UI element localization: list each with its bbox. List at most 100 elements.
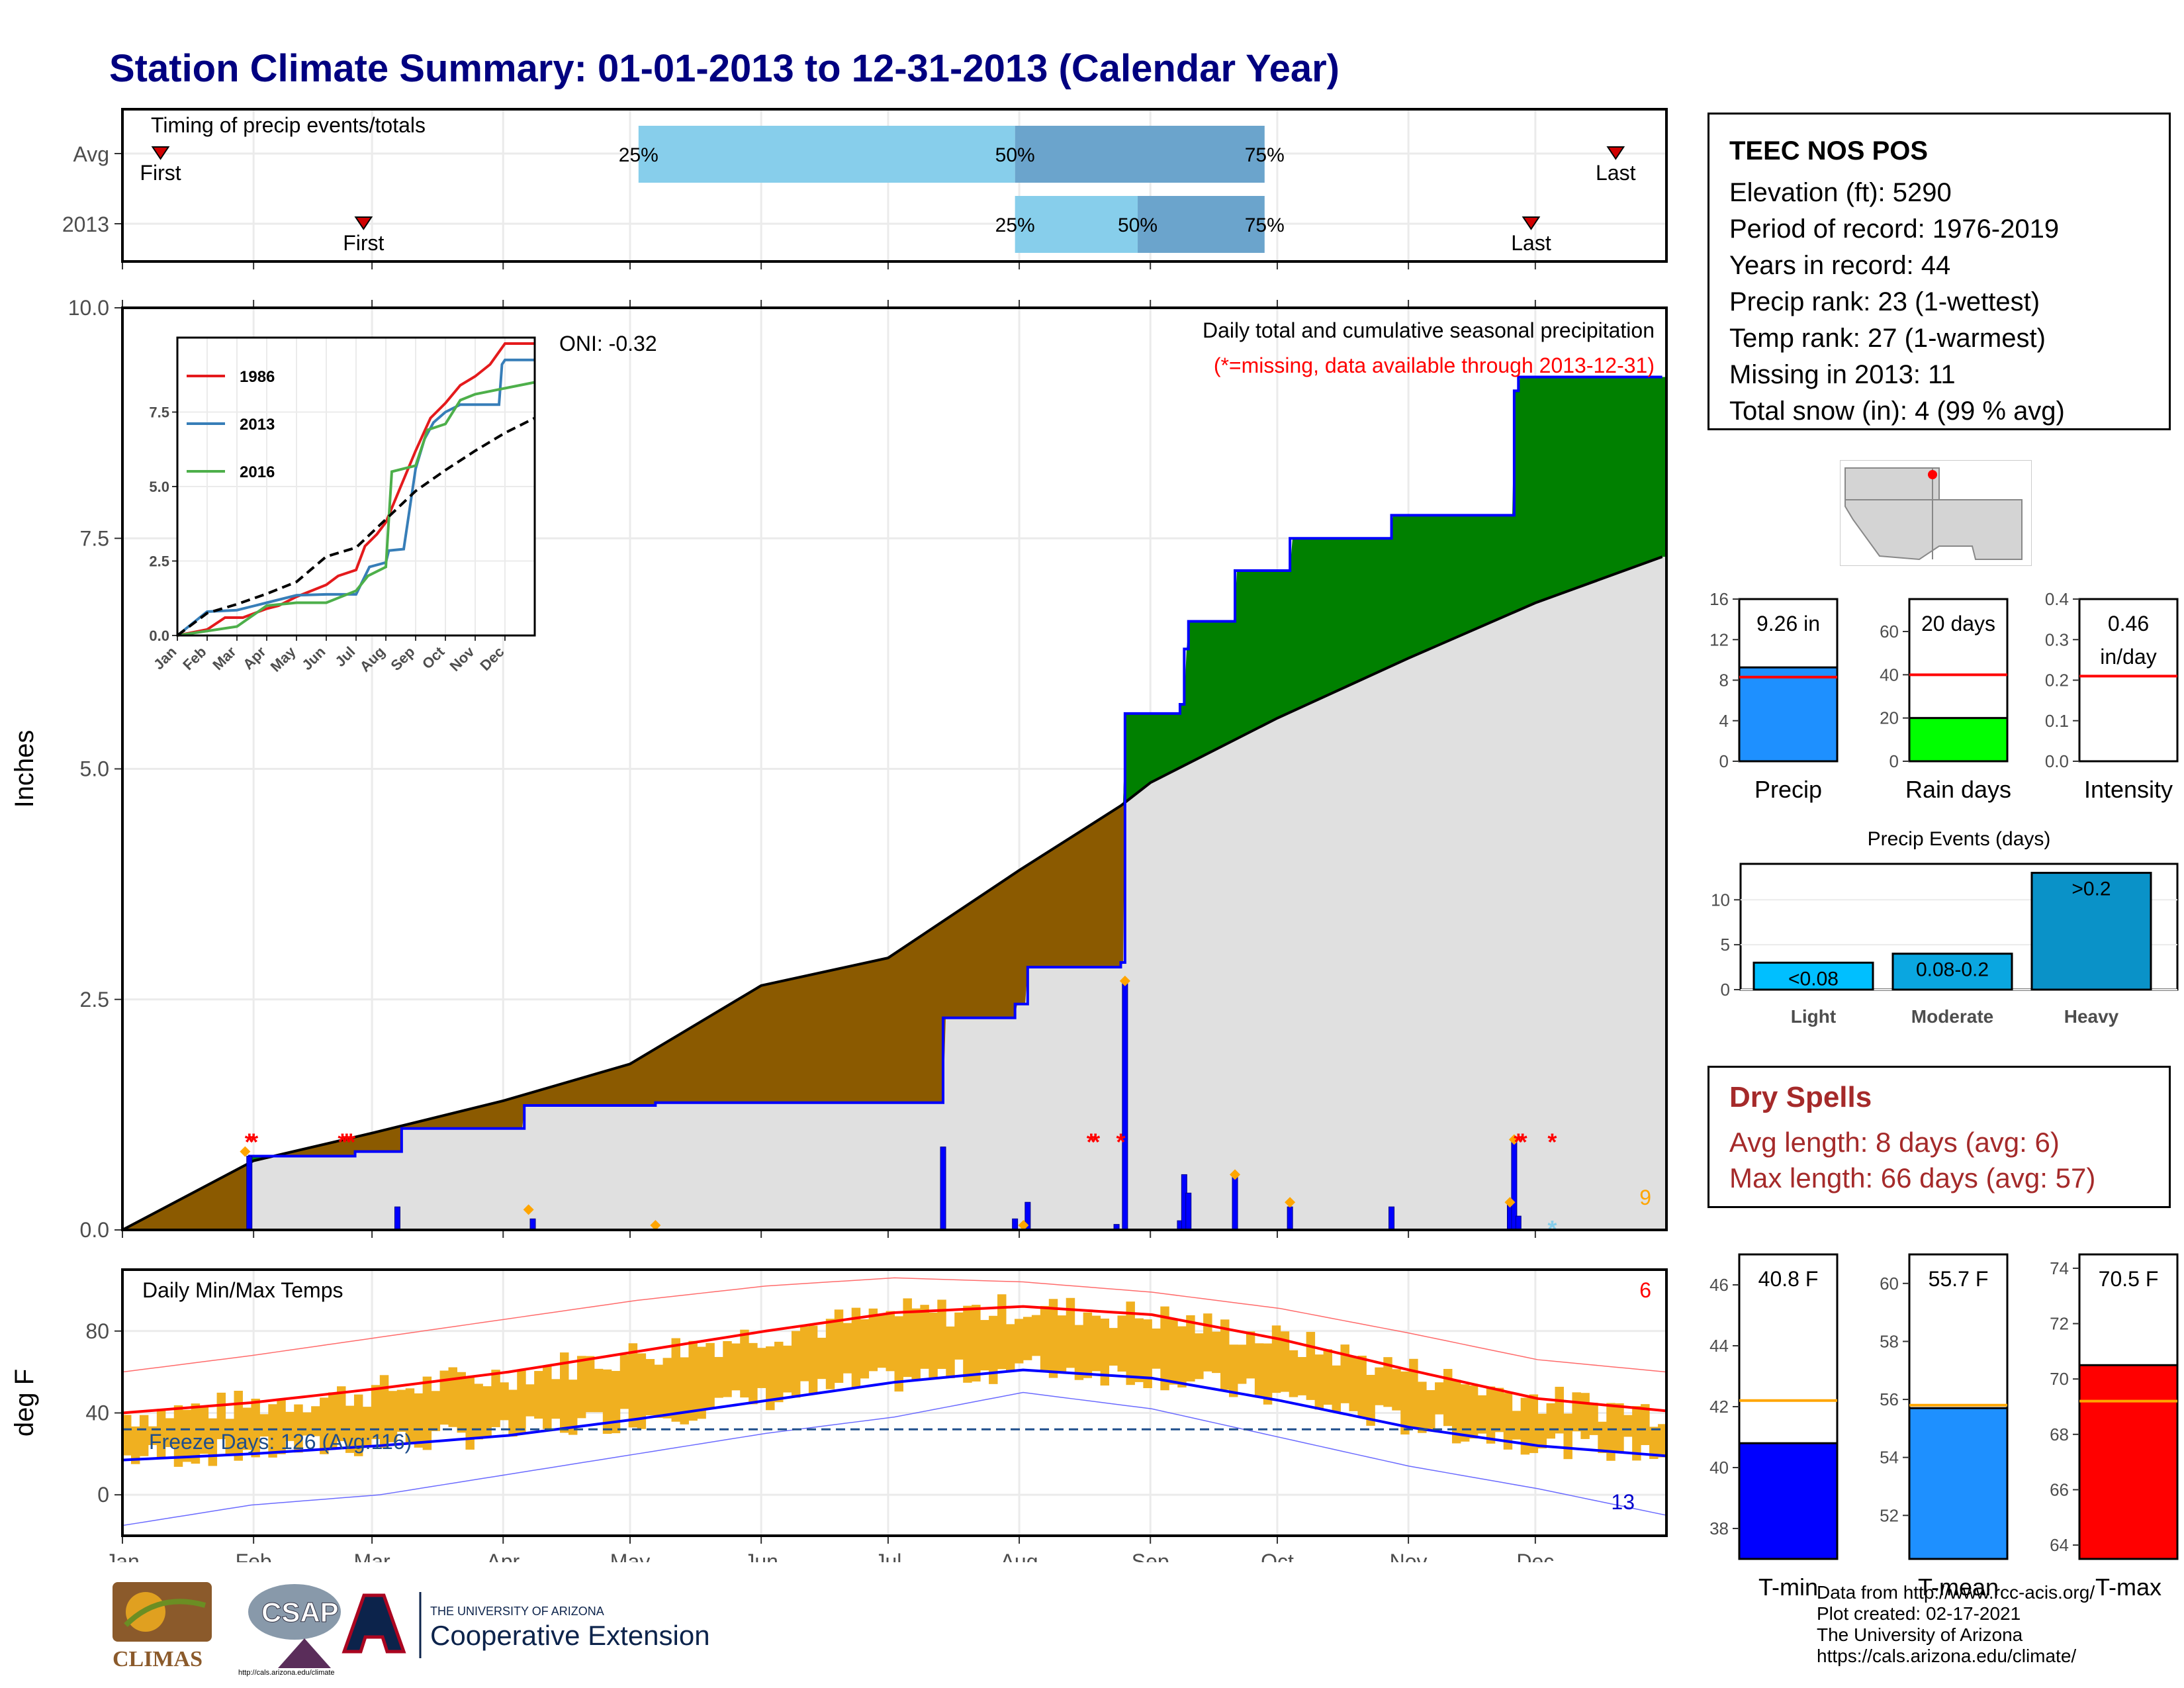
temp-daily-range [842,1323,852,1374]
temp-daily-range [989,1315,998,1384]
temp-daily-range [551,1379,561,1419]
inset-ytick-label: 0.0 [149,628,169,644]
temp-daily-range [353,1394,363,1456]
timing-bar-q2 [1138,196,1265,253]
temp-daily-range [1323,1349,1333,1405]
temp-daily-range [1546,1403,1556,1439]
temp-daily-range [662,1358,672,1419]
credit-university: The University of Arizona [1817,1624,2023,1645]
timing-pct-50: 50% [1118,214,1158,236]
precip-missing-marker: * [1518,1129,1527,1156]
precip-daily-bar [246,1156,253,1231]
temp-daily-range [1237,1344,1247,1384]
temp-daily-range [1126,1301,1135,1385]
temp-daily-range [1555,1386,1564,1434]
temp-daily-range [1306,1332,1316,1400]
precip_total-bar [1738,666,1839,763]
rain_days-bar [1908,717,2009,763]
temp-daily-range [576,1356,586,1419]
temp-xtick-label: May [610,1550,650,1562]
precip-title: Daily total and cumulative seasonal prec… [1203,318,1655,342]
precip-ytick-label: 10.0 [68,296,109,320]
temp-daily-range [972,1305,981,1382]
temp-daily-range [1263,1343,1273,1405]
temp-xtick-label: Oct [1261,1550,1294,1562]
temp-daily-range [508,1389,518,1437]
inset-ytick-label: 2.5 [149,553,169,570]
precip-event-marker [1504,1197,1516,1208]
tmean-ytick-label: 56 [1880,1389,1899,1409]
temp-avg-min [122,1368,1667,1462]
tmean-ytick-label: 52 [1880,1505,1899,1525]
timing-marker-last [1606,146,1625,160]
precip-missing-marker: * [1514,1129,1523,1156]
precip_total-category: Precip [1754,776,1822,803]
timing-pct-75: 75% [1245,214,1285,236]
precip-ytick-label: 0.0 [80,1218,109,1242]
tmin-bar [1738,1442,1839,1560]
temp-daily-range [525,1384,535,1417]
precip-ytick-label: 2.5 [80,988,109,1011]
intensity-ytick-label: 0.3 [2045,630,2069,649]
temp-daily-range [328,1392,338,1449]
rain_days-ytick-label: 20 [1880,708,1899,728]
temp-daily-range [1366,1374,1375,1426]
temp-daily-range [191,1403,201,1464]
precip-avg-line [122,555,1663,1231]
temp-daily-range [1383,1357,1392,1407]
temp-daily-range [1580,1393,1590,1439]
temp-daily-range [911,1308,921,1381]
precip-event-marker [1508,1134,1520,1145]
temp-daily-range [448,1367,457,1427]
credit-source: Data from http://www.rcc-acis.org/ [1817,1582,2095,1603]
temp-daily-range [148,1426,158,1445]
temp-daily-range [1520,1397,1530,1455]
timing-chart: Avg 25% 50% 75% First Last 2013 25% 50% 75% First L… [62,108,1668,269]
temp-daily-range [1031,1315,1041,1356]
temp-daily-range [1203,1313,1212,1372]
station-snow: Total snow (in): 4 (99 % avg) [1729,397,2065,426]
precip_total-ytick-label: 4 [1719,711,1729,731]
summary-bar-charts: 0 4 8 12 16 9.26 in Precip 0 20 40 60 20 days Rain d… [1709,589,2179,1601]
precip-daily-bar [1515,1215,1522,1231]
timing-label-first: First [140,161,181,185]
rain_days-ytick-label: 40 [1880,665,1899,684]
temp-daily-range [1469,1385,1479,1439]
temp-daily-range [963,1305,972,1383]
inset-series-line [176,416,535,637]
temp-daily-range [619,1354,629,1409]
csap-logo-text: CSAP [261,1597,339,1628]
temp-daily-range [1340,1344,1349,1403]
temp-daily-range [834,1309,844,1383]
climas-logo: CLIMAS [113,1582,212,1671]
temp-daily-range [465,1377,475,1450]
temp-xtick-label: Mar [354,1550,390,1562]
tmin-ytick-label: 42 [1709,1397,1729,1417]
temp-daily-range [122,1415,132,1456]
temp-daily-range [860,1319,870,1379]
temp-daily-range [1426,1389,1435,1431]
temp-daily-range [705,1342,715,1409]
temp-daily-range [1280,1331,1290,1392]
inset-ytick-label: 7.5 [149,404,169,421]
temp-daily-range [799,1326,809,1382]
station-precip-rank: Precip rank: 23 (1-wettest) [1729,287,2040,316]
temp-daily-range [680,1357,689,1425]
temp-daily-range [1400,1371,1410,1435]
rain_days-ytick-label: 0 [1889,751,1899,771]
temp-daily-range [1014,1319,1024,1364]
temp-daily-range [225,1419,234,1454]
tmean-ytick-label: 60 [1880,1274,1899,1293]
precip-chart: ** *** ** * ** **0.02.55.07.510.0InchesDaily … [10,296,1668,1243]
dry-spells-max: Max length: 66 days (avg: 57) [1729,1162,2096,1194]
tmax-category: T-max [2095,1573,2161,1601]
temp-daily-range [1212,1331,1221,1374]
temp-daily-range [1109,1328,1118,1366]
temp-daily-range [749,1342,758,1405]
temp-xtick-label: Feb [236,1550,272,1562]
timing-marker-first [354,216,373,230]
tmin-value-label: 40.8 F [1758,1267,1819,1291]
temp-daily-range [1443,1368,1453,1427]
temp-daily-range [868,1308,878,1372]
precip-daily-bar [1287,1206,1293,1231]
